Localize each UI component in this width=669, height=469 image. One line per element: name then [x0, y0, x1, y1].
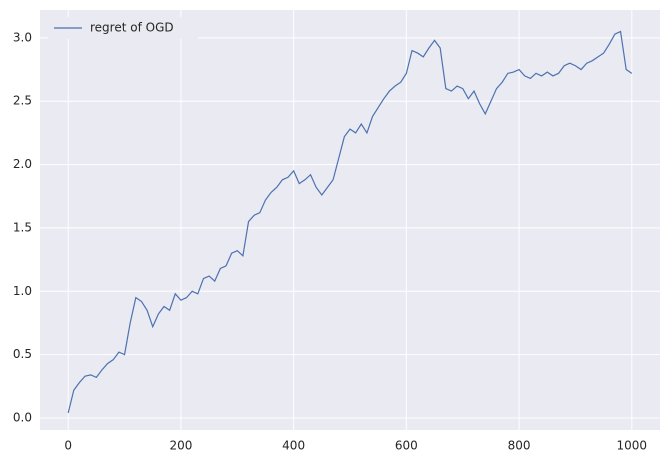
y-tick-label: 2.5 [13, 94, 32, 108]
x-tick-label: 1000 [617, 439, 648, 453]
x-tick-label: 800 [508, 439, 531, 453]
y-tick-label: 3.0 [13, 30, 32, 44]
legend-label: regret of OGD [90, 21, 174, 35]
x-tick-label: 200 [169, 439, 192, 453]
y-tick-label: 1.5 [13, 220, 32, 234]
plot-area [40, 10, 660, 430]
y-tick-label: 0.5 [13, 347, 32, 361]
legend [48, 17, 198, 39]
x-tick-label: 600 [395, 439, 418, 453]
data-line [67, 30, 633, 414]
y-tick-label: 2.0 [13, 157, 32, 171]
x-tick-label: 400 [282, 439, 305, 453]
x-tick-label: 0 [64, 439, 72, 453]
y-tick-label: 0.0 [13, 410, 32, 424]
y-tick-label: 1.0 [13, 284, 32, 298]
